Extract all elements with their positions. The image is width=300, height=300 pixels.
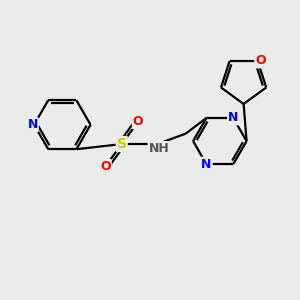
Text: N: N — [228, 111, 238, 124]
Text: O: O — [255, 54, 266, 68]
Text: NH: NH — [148, 142, 169, 155]
Text: O: O — [100, 160, 111, 173]
Text: N: N — [201, 158, 212, 171]
Text: N: N — [27, 118, 38, 131]
Text: S: S — [117, 137, 127, 151]
Text: O: O — [133, 115, 143, 128]
